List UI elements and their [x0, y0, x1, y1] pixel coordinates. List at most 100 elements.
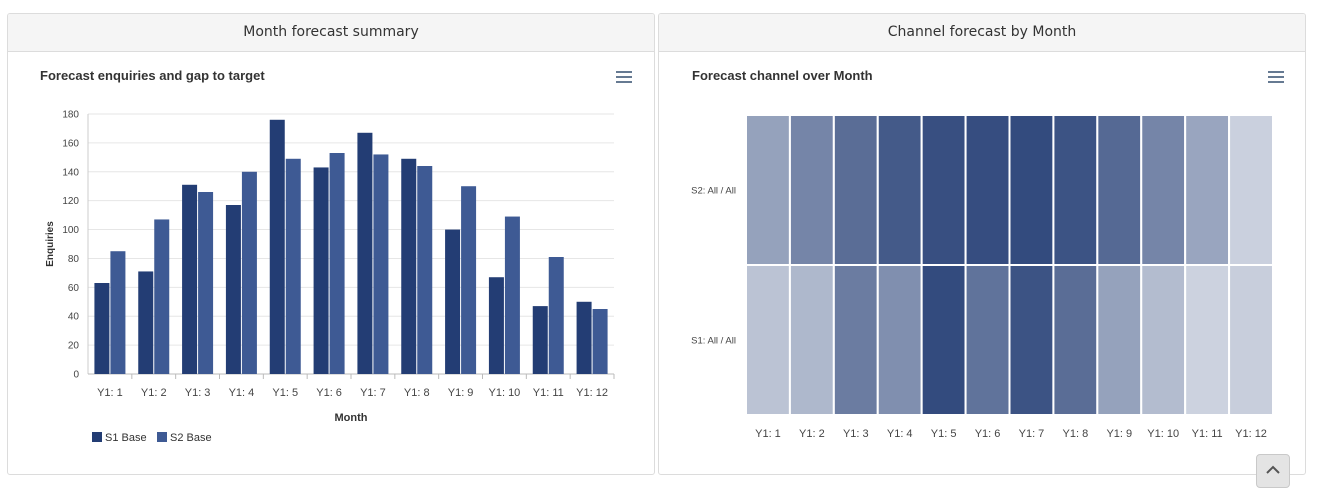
x-category-label: Y1: 10	[1147, 428, 1179, 440]
x-category-label: Y1: 3	[843, 428, 869, 440]
heat-cell	[964, 264, 1011, 416]
y-tick-label: 0	[73, 370, 79, 381]
x-tick-label: Y1: 12	[576, 387, 608, 399]
heat-cell	[832, 114, 879, 266]
heat-cell	[1228, 114, 1274, 266]
hamburger-menu-icon[interactable]	[616, 71, 632, 83]
x-tick-label: Y1: 9	[448, 387, 474, 399]
bar-s1	[488, 277, 504, 374]
x-category-label: Y1: 9	[1106, 428, 1132, 440]
x-tick-label: Y1: 8	[404, 387, 430, 399]
heat-cell	[1140, 114, 1187, 266]
heat-cell	[1228, 264, 1274, 416]
heat-cell	[745, 264, 791, 416]
bar-s1	[401, 158, 417, 374]
heat-cell	[832, 264, 879, 416]
heat-cell	[1096, 264, 1143, 416]
heat-cell	[1008, 114, 1055, 266]
bar-s2	[241, 171, 257, 374]
bar-s2	[548, 257, 564, 374]
bar-s2	[198, 192, 214, 374]
x-category-label: Y1: 5	[931, 428, 957, 440]
bar-s1	[94, 283, 110, 374]
x-tick-label: Y1: 11	[533, 387, 564, 399]
heat-cell	[876, 264, 923, 416]
heat-cell	[1096, 114, 1143, 266]
bar-s1	[182, 184, 198, 374]
heat-cell	[1052, 264, 1099, 416]
bar-s1	[445, 229, 461, 374]
bar-s2	[461, 186, 477, 374]
heat-cell	[788, 264, 835, 416]
bar-s2	[417, 166, 433, 374]
x-category-label: Y1: 6	[975, 428, 1001, 440]
bar-s1	[138, 271, 154, 374]
heat-cell	[876, 114, 923, 266]
x-tick-label: Y1: 2	[141, 387, 167, 399]
heat-cell	[920, 114, 967, 266]
bar-s1	[532, 306, 548, 374]
panel-header: Month forecast summary	[8, 14, 654, 52]
y-tick-label: 120	[62, 196, 79, 207]
heat-cell	[745, 114, 791, 266]
heat-cell	[964, 114, 1011, 266]
y-tick-label: 140	[62, 167, 79, 178]
bar-s1	[576, 301, 592, 374]
x-tick-label: Y1: 10	[489, 387, 521, 399]
y-tick-label: 100	[62, 225, 79, 236]
x-category-label: Y1: 8	[1063, 428, 1089, 440]
y-tick-label: 180	[62, 110, 79, 121]
x-category-label: Y1: 11	[1192, 428, 1223, 440]
y-category-label: S2: All / All	[691, 186, 736, 197]
heatmap-title: Forecast channel over Month	[692, 68, 873, 83]
panel-header: Channel forecast by Month	[659, 14, 1305, 52]
month-forecast-panel: Month forecast summary Forecast enquirie…	[7, 13, 655, 475]
chevron-up-icon	[1266, 465, 1280, 474]
x-tick-label: Y1: 5	[272, 387, 298, 399]
heat-cell	[1052, 114, 1099, 266]
heat-cell	[1184, 114, 1231, 266]
heatmap-chart: S2: All / All S1: All / All Y1: 1 Y1: 2 Y1: …	[691, 114, 1274, 440]
legend-label: S2 Base	[170, 432, 212, 444]
heat-cell	[1140, 264, 1187, 416]
scroll-to-top-button[interactable]	[1256, 454, 1290, 488]
bar-s2	[504, 216, 520, 374]
y-axis-title: Enquiries	[45, 221, 56, 267]
y-tick-label: 160	[62, 138, 79, 149]
bar-s1	[313, 167, 329, 374]
bar-s2	[329, 153, 345, 374]
x-tick-label: Y1: 4	[229, 387, 255, 399]
x-tick-label: Y1: 1	[97, 387, 123, 399]
bar-s2	[285, 158, 301, 374]
bar-s2	[373, 154, 389, 374]
bar-s2	[154, 219, 170, 374]
hamburger-menu-icon[interactable]	[1268, 71, 1284, 83]
x-category-label: Y1: 7	[1019, 428, 1045, 440]
y-tick-label: 60	[68, 283, 80, 294]
x-tick-label: Y1: 3	[185, 387, 211, 399]
x-category-label: Y1: 1	[755, 428, 781, 440]
bar-s1	[357, 132, 373, 374]
heat-cell	[788, 114, 835, 266]
x-category-label: Y1: 2	[799, 428, 825, 440]
legend-swatch	[92, 432, 102, 442]
x-tick-label: Y1: 6	[316, 387, 342, 399]
heat-cell	[1184, 264, 1231, 416]
legend-swatch	[157, 432, 167, 442]
x-axis-title: Month	[335, 412, 368, 424]
bar-chart-title: Forecast enquiries and gap to target	[40, 68, 265, 83]
x-category-label: Y1: 12	[1235, 428, 1267, 440]
heat-cell	[1008, 264, 1055, 416]
heat-cell	[920, 264, 967, 416]
bar-s2	[592, 309, 608, 374]
bar-chart: 0 20 40 60 80 100 120 140 160 180 Y1: 1 Y1: 2 Y1: 3 Y…	[45, 110, 615, 444]
y-tick-label: 40	[68, 312, 80, 323]
bar-s1	[225, 205, 241, 374]
x-tick-label: Y1: 7	[360, 387, 386, 399]
y-tick-label: 80	[68, 254, 80, 265]
x-category-label: Y1: 4	[887, 428, 913, 440]
bar-s1	[269, 119, 285, 375]
bar-s2	[110, 251, 126, 374]
y-tick-label: 20	[68, 341, 80, 352]
y-category-label: S1: All / All	[691, 336, 736, 347]
